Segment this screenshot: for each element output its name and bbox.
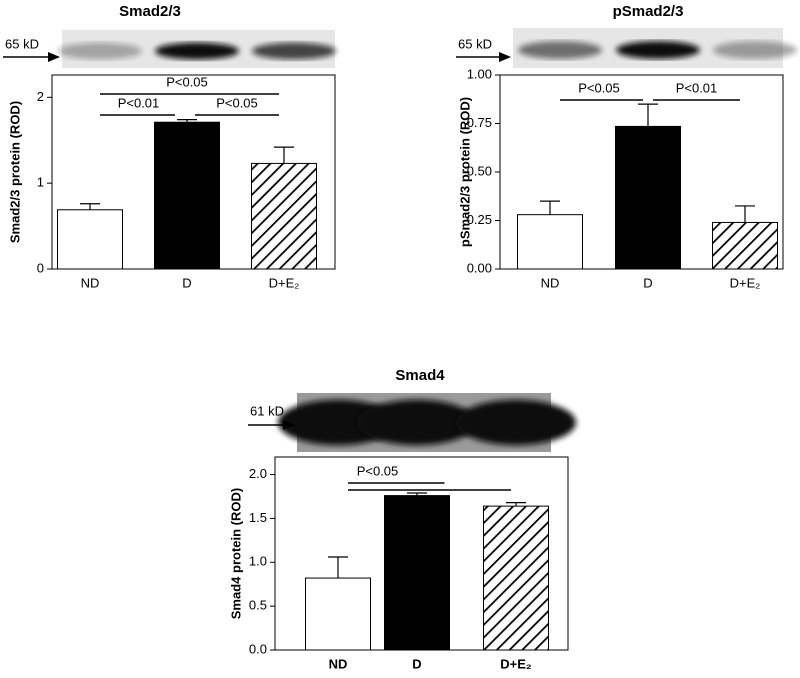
band-size-label: 65 kD [458,36,492,51]
bar [251,162,317,270]
y-tick-label: 0.00 [467,260,492,275]
y-tick-label: 2.0 [249,466,267,481]
significance-label: P<0.05 [216,95,258,110]
significance-label: P<0.05 [166,74,208,89]
x-tick-label: D [182,275,191,290]
y-tick-label: 2 [37,89,44,104]
blot-band [518,41,602,59]
blot-band [616,41,700,59]
significance-label: P<0.05 [357,463,399,478]
blot-band [252,42,336,60]
band-arrow-head [499,52,511,62]
blot-band [58,42,142,60]
y-tick-label: 1.0 [249,554,267,569]
bar [57,209,123,270]
x-tick-label: D [412,656,421,671]
chart-panel: Smad2/3 65 kD 0 1 2 Smad2/3 protein (ROD) ND D D… [3,3,336,290]
blot-band [456,399,576,446]
x-tick-label: ND [329,656,348,671]
significance-label: P<0.01 [676,80,718,95]
x-tick-label: D+E₂ [730,275,761,290]
chart-title: Smad4 [395,367,445,384]
bar [517,214,583,270]
bar [483,505,549,651]
chart-title: pSmad2/3 [613,3,684,20]
band-size-label: 65 kD [5,36,39,51]
blot-band [357,399,477,446]
y-tick-label: 0.0 [249,641,267,656]
y-axis-label: Smad2/3 protein (ROD) [7,101,22,243]
y-tick-label: 1.00 [467,66,492,81]
y-tick-label: 0.50 [467,163,492,178]
y-tick-label: 1 [37,175,44,190]
chart-title: Smad2/3 [119,3,181,20]
x-tick-label: D [643,275,652,290]
x-tick-label: ND [541,275,560,290]
chart-panel: pSmad2/3 65 kD 0.00 0.25 0.50 0.75 1.00 pSmad2/… [456,3,797,290]
x-tick-label: D+E₂ [269,275,300,290]
bar [712,221,778,270]
y-tick-label: 0.75 [467,115,492,130]
bar [154,121,220,270]
significance-label: P<0.05 [578,80,620,95]
chart-panel: Smad4 61 kD 0.0 0.5 1.0 1.5 2.0 Smad4 protein (… [228,367,576,671]
bar [384,495,450,651]
y-axis-label: Smad4 protein (ROD) [228,488,243,619]
y-tick-label: 0.25 [467,212,492,227]
x-tick-label: ND [81,275,100,290]
blot-band [155,42,239,60]
band-size-label: 61 kD [250,403,284,418]
y-tick-label: 0.5 [249,598,267,613]
y-tick-label: 0 [37,260,44,275]
y-axis-label: pSmad2/3 protein (ROD) [457,97,472,247]
y-tick-label: 1.5 [249,510,267,525]
significance-label: P<0.01 [118,95,160,110]
band-arrow-head [48,52,60,62]
bar [615,125,681,270]
band-arrow-head [283,420,295,430]
blot-band [713,41,797,59]
bar [305,577,371,651]
x-tick-label: D+E₂ [500,656,532,671]
